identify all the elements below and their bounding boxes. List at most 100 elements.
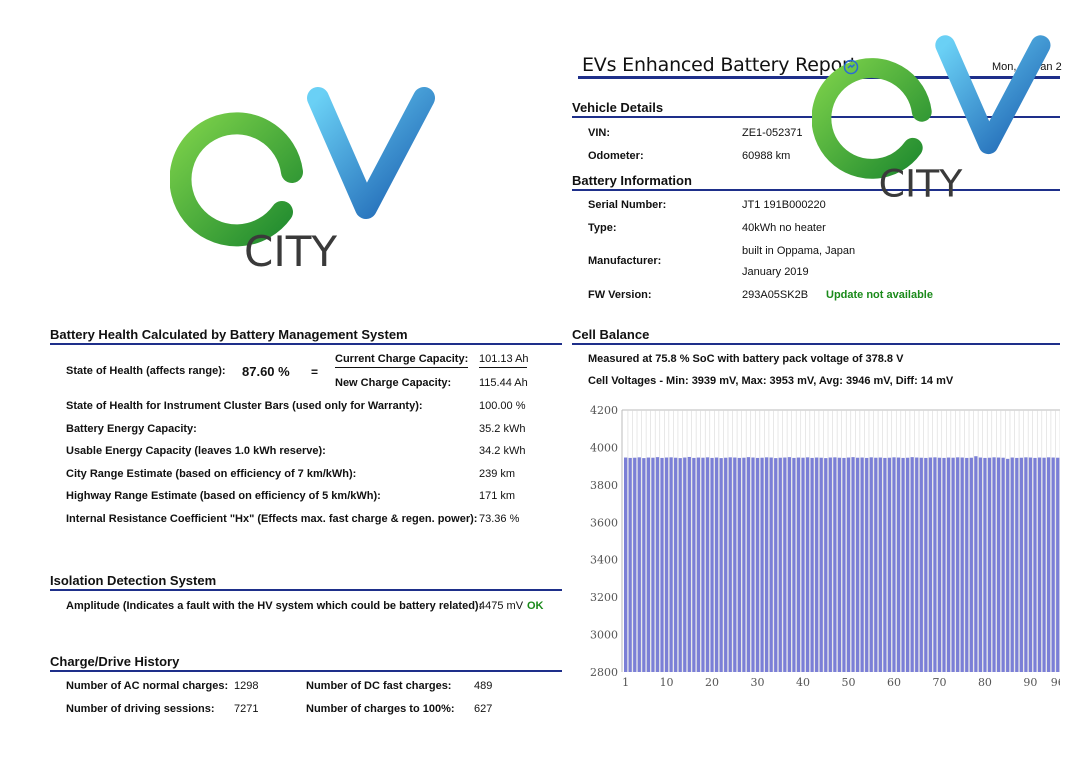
cell-voltage-bar — [796, 457, 801, 672]
dc-charges-value: 489 — [474, 680, 493, 692]
cell-voltage-bar — [965, 457, 969, 672]
x-tick-label: 80 — [978, 676, 992, 689]
cell-voltage-bar — [742, 457, 746, 672]
logo-v-glyph-small — [935, 35, 1051, 155]
x-tick-label: 96 — [1051, 676, 1060, 689]
cell-voltage-bar — [896, 457, 901, 672]
cell-voltage-bar — [855, 457, 860, 672]
isolation-value: 4475 mV — [479, 600, 524, 612]
cell-voltage-bar — [901, 457, 905, 672]
y-tick-label: 3200 — [590, 591, 618, 604]
type-value: 40kWh no heater — [742, 222, 826, 234]
cell-voltage-bar — [728, 457, 732, 672]
cell-voltage-bar — [660, 457, 664, 672]
cell-voltage-bar — [687, 456, 691, 672]
cell-voltage-bar — [928, 457, 933, 672]
health-row-label: City Range Estimate (based on efficiency… — [66, 468, 357, 480]
logo-city-text: CITY — [244, 227, 337, 276]
cell-voltage-bar — [1033, 457, 1037, 672]
y-tick-label: 3000 — [590, 629, 618, 642]
x-tick-label: 90 — [1023, 676, 1037, 689]
cell-voltage-bar — [733, 457, 737, 672]
cell-voltage-bar — [833, 457, 837, 672]
isolation-label: Amplitude (Indicates a fault with the HV… — [66, 600, 483, 612]
cell-voltage-bar — [624, 457, 628, 672]
cell-voltage-bar — [1015, 457, 1019, 672]
battery-health-heading: Battery Health Calculated by Battery Man… — [50, 327, 562, 345]
health-row-label: Battery Energy Capacity: — [66, 423, 197, 435]
current-capacity-label: Current Charge Capacity: — [335, 353, 469, 368]
x-tick-label: 50 — [842, 676, 856, 689]
cell-voltage-bar — [674, 457, 678, 672]
cell-voltage-bar — [924, 457, 928, 672]
cell-voltage-bar — [815, 457, 819, 672]
x-tick-label: 10 — [660, 676, 674, 689]
y-tick-label: 4000 — [590, 441, 618, 454]
cell-voltage-bar — [760, 457, 764, 672]
battery-info-heading: Battery Information — [572, 173, 1060, 191]
cell-voltage-bar — [769, 457, 773, 672]
cell-voltage-bar — [992, 457, 996, 672]
cell-voltage-bar — [628, 457, 632, 672]
cell-balance-measured: Measured at 75.8 % SoC with battery pack… — [588, 353, 904, 365]
cell-voltage-bar — [1046, 457, 1051, 672]
health-row-label: Usable Energy Capacity (leaves 1.0 kWh r… — [66, 445, 326, 457]
cell-voltage-bar — [878, 457, 882, 672]
driving-sessions-value: 7271 — [234, 703, 259, 715]
odometer-label: Odometer: — [588, 150, 644, 162]
odometer-value: 60988 km — [742, 150, 791, 162]
cell-voltage-bar — [637, 457, 641, 672]
x-tick-label: 60 — [887, 676, 901, 689]
cell-balance-voltages: Cell Voltages - Min: 3939 mV, Max: 3953 … — [588, 375, 954, 387]
health-row-value: 100.00 % — [479, 400, 526, 412]
cell-voltage-bar — [892, 457, 896, 672]
fw-label: FW Version: — [588, 289, 652, 301]
cell-voltage-bar — [915, 457, 919, 672]
cell-voltage-bar — [860, 457, 864, 672]
cell-voltage-bar — [655, 457, 660, 672]
y-tick-label: 4200 — [590, 404, 618, 417]
cell-voltage-bar — [783, 457, 787, 672]
cell-voltage-bar — [956, 457, 960, 672]
cell-voltage-bar — [646, 457, 651, 672]
logo-e-glyph — [170, 112, 308, 247]
x-tick-label: 70 — [932, 676, 946, 689]
cell-voltage-bar — [951, 457, 955, 672]
cell-voltage-bar — [942, 457, 946, 672]
y-tick-label: 2800 — [590, 666, 618, 679]
cell-voltage-bar — [801, 457, 805, 672]
cell-voltage-bar — [774, 458, 778, 672]
health-row-value: 73.36 % — [479, 513, 520, 525]
cell-voltage-bar — [1028, 457, 1033, 672]
dc-charges-label: Number of DC fast charges: — [306, 680, 452, 692]
cell-voltage-bar — [851, 457, 855, 672]
cell-voltage-bar — [883, 457, 887, 672]
driving-sessions-label: Number of driving sessions: — [66, 703, 215, 715]
cell-voltage-bar — [1019, 457, 1023, 672]
ac-charges-label: Number of AC normal charges: — [66, 680, 229, 692]
cell-voltage-bar — [751, 457, 755, 672]
cell-voltage-bar — [828, 457, 832, 672]
cell-voltage-bar — [887, 457, 892, 672]
y-tick-label: 3800 — [590, 479, 618, 492]
cell-voltage-bar — [987, 457, 992, 672]
health-row-value: 239 km — [479, 468, 516, 480]
health-row-value: 35.2 kWh — [479, 423, 526, 435]
isolation-status: OK — [527, 600, 544, 612]
cell-voltage-bar — [933, 457, 937, 672]
refresh-icon[interactable] — [843, 59, 859, 75]
cell-voltage-bar — [837, 457, 842, 672]
cell-voltage-bar — [669, 457, 673, 672]
cell-voltage-bar — [865, 457, 869, 672]
cell-voltage-bar — [778, 457, 782, 672]
new-capacity-label: New Charge Capacity: — [335, 377, 452, 389]
fw-value: 293A05SK2B — [742, 289, 809, 301]
cell-voltage-bar — [910, 457, 914, 672]
cell-voltage-bar — [946, 457, 951, 672]
fw-status: Update not available — [826, 289, 933, 301]
report-title: EVs Enhanced Battery Report — [582, 54, 857, 76]
cell-voltage-bar — [792, 457, 796, 672]
ac-charges-value: 1298 — [234, 680, 259, 692]
cell-voltage-bar — [983, 457, 987, 672]
x-tick-label: 40 — [796, 676, 810, 689]
